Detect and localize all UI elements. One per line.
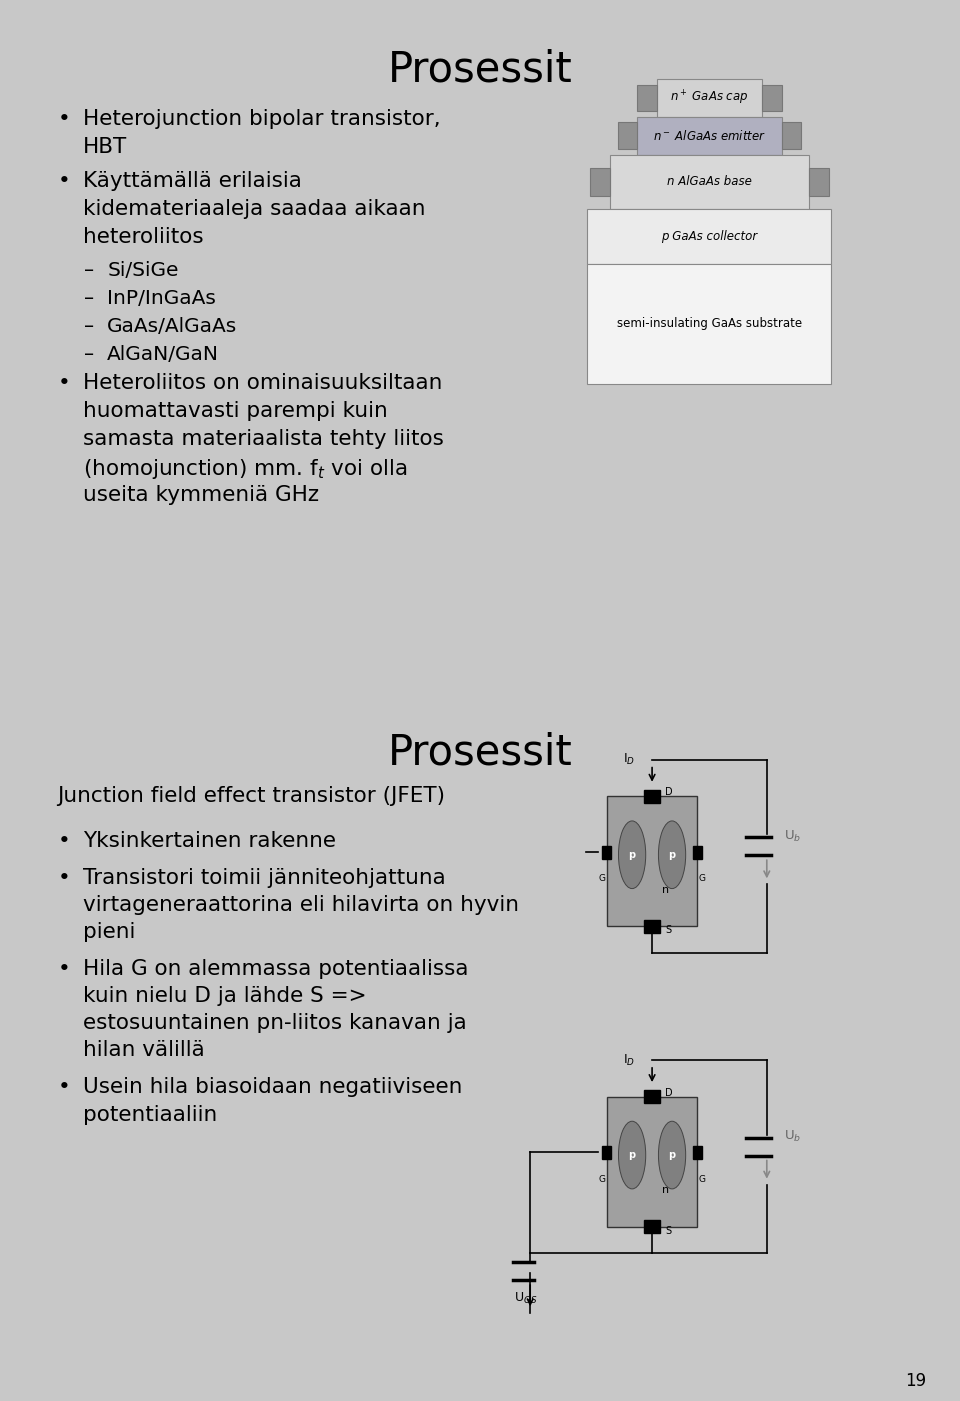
Text: (homojunction) mm. f$_t$ voi olla: (homojunction) mm. f$_t$ voi olla <box>84 457 408 482</box>
Text: InP/InGaAs: InP/InGaAs <box>108 289 216 308</box>
Text: 19: 19 <box>905 1372 926 1390</box>
Text: p: p <box>629 850 636 860</box>
Text: •: • <box>58 960 70 979</box>
Text: •: • <box>58 1077 70 1097</box>
Bar <box>610 154 809 209</box>
Bar <box>644 1090 660 1103</box>
Text: I$_D$: I$_D$ <box>623 1052 635 1068</box>
Text: S: S <box>665 925 671 936</box>
Bar <box>590 168 610 196</box>
Bar <box>809 168 828 196</box>
Bar <box>644 920 660 933</box>
Text: p: p <box>668 1150 676 1160</box>
Text: kuin nielu D ja lähde S =>: kuin nielu D ja lähde S => <box>84 986 367 1006</box>
Bar <box>607 796 698 926</box>
Text: G: G <box>699 874 706 883</box>
Text: kidemateriaaleja saadaa aikaan: kidemateriaaleja saadaa aikaan <box>84 199 426 219</box>
Text: U$_{GS}$: U$_{GS}$ <box>514 1292 537 1306</box>
Bar <box>588 209 831 263</box>
Text: heteroliitos: heteroliitos <box>84 227 204 247</box>
Text: n$^+$ GaAs cap: n$^+$ GaAs cap <box>670 88 749 106</box>
Text: S: S <box>665 1226 671 1236</box>
Text: •: • <box>58 373 70 394</box>
Text: Käyttämällä erilaisia: Käyttämällä erilaisia <box>84 171 302 191</box>
Ellipse shape <box>618 1121 646 1189</box>
Bar <box>602 846 612 859</box>
Text: p: p <box>629 1150 636 1160</box>
Text: Heterojunction bipolar transistor,: Heterojunction bipolar transistor, <box>84 109 441 129</box>
Bar <box>588 263 831 384</box>
Text: virtageneraattorina eli hilavirta on hyvin: virtageneraattorina eli hilavirta on hyv… <box>84 895 519 915</box>
Text: D: D <box>665 787 673 797</box>
Text: semi-insulating GaAs substrate: semi-insulating GaAs substrate <box>617 317 802 331</box>
Text: D: D <box>665 1087 673 1097</box>
Bar <box>607 1097 698 1227</box>
Bar <box>602 1146 612 1159</box>
Text: U$_b$: U$_b$ <box>784 1129 802 1145</box>
Text: –: – <box>84 261 94 280</box>
Text: –: – <box>84 289 94 308</box>
Text: p: p <box>668 850 676 860</box>
Bar <box>781 122 801 149</box>
Text: HBT: HBT <box>84 137 128 157</box>
Text: n$^-$ AlGaAs emitter: n$^-$ AlGaAs emitter <box>653 129 766 143</box>
Bar <box>657 78 762 116</box>
Text: G: G <box>599 874 606 883</box>
Text: Si/SiGe: Si/SiGe <box>108 261 179 280</box>
Text: potentiaaliin: potentiaaliin <box>84 1104 218 1125</box>
Ellipse shape <box>618 821 646 888</box>
Text: Prosessit: Prosessit <box>388 731 572 773</box>
Text: Junction field effect transistor (JFET): Junction field effect transistor (JFET) <box>58 786 445 806</box>
Text: G: G <box>699 1174 706 1184</box>
Text: estosuuntainen pn-liitos kanavan ja: estosuuntainen pn-liitos kanavan ja <box>84 1013 467 1034</box>
Text: I$_D$: I$_D$ <box>623 752 635 768</box>
Text: pieni: pieni <box>84 922 135 943</box>
Text: GaAs/AlGaAs: GaAs/AlGaAs <box>108 317 237 336</box>
Text: huomattavasti parempi kuin: huomattavasti parempi kuin <box>84 401 388 422</box>
Text: •: • <box>58 831 70 852</box>
Text: AlGaN/GaN: AlGaN/GaN <box>108 345 219 364</box>
Text: •: • <box>58 869 70 888</box>
Text: U$_b$: U$_b$ <box>784 828 802 843</box>
Text: G: G <box>599 1174 606 1184</box>
Bar <box>637 84 657 111</box>
Ellipse shape <box>659 1121 685 1189</box>
Text: Transistori toimii jänniteohjattuna: Transistori toimii jänniteohjattuna <box>84 869 446 888</box>
Text: Usein hila biasoidaan negatiiviseen: Usein hila biasoidaan negatiiviseen <box>84 1077 463 1097</box>
Text: Yksinkertainen rakenne: Yksinkertainen rakenne <box>84 831 336 852</box>
Ellipse shape <box>659 821 685 888</box>
Bar <box>637 116 781 154</box>
Text: –: – <box>84 345 94 364</box>
Bar <box>762 84 781 111</box>
Text: •: • <box>58 109 70 129</box>
Bar <box>644 1220 660 1233</box>
Text: n: n <box>662 885 669 895</box>
Bar <box>618 122 637 149</box>
Text: Hila G on alemmassa potentiaalissa: Hila G on alemmassa potentiaalissa <box>84 960 468 979</box>
Text: useita kymmeniä GHz: useita kymmeniä GHz <box>84 485 320 506</box>
Text: n: n <box>662 1185 669 1195</box>
Text: samasta materiaalista tehty liitos: samasta materiaalista tehty liitos <box>84 429 444 450</box>
Bar <box>693 1146 702 1159</box>
Text: •: • <box>58 171 70 191</box>
Text: hilan välillä: hilan välillä <box>84 1041 205 1061</box>
Text: Prosessit: Prosessit <box>388 49 572 91</box>
Text: n AlGaAs base: n AlGaAs base <box>667 175 752 188</box>
Text: p GaAs collector: p GaAs collector <box>661 230 757 242</box>
Text: –: – <box>84 317 94 336</box>
Bar <box>644 790 660 803</box>
Bar <box>693 846 702 859</box>
Text: Heteroliitos on ominaisuuksiltaan: Heteroliitos on ominaisuuksiltaan <box>84 373 443 394</box>
